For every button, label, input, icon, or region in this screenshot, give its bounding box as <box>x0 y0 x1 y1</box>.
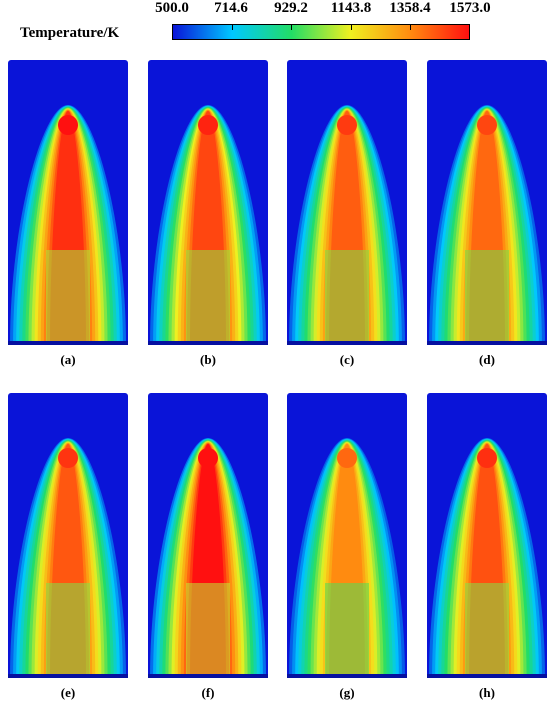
contour-panel-g <box>287 393 407 678</box>
contour-plot <box>427 393 547 678</box>
colorbar-tick-label: 929.2 <box>274 0 308 16</box>
panel-base-strip <box>287 674 407 678</box>
plume-lower-core <box>46 583 90 678</box>
panel-label-h: (h) <box>479 685 495 700</box>
colorbar-tick-label: 714.6 <box>214 0 248 16</box>
plume-lower-core <box>465 250 509 345</box>
hot-spot <box>477 448 497 468</box>
plume-lower-core <box>325 583 369 678</box>
panel-base-strip <box>287 341 407 345</box>
plume-lower-core <box>186 583 230 678</box>
panel-base-strip <box>148 674 268 678</box>
colorbar-tick-label: 500.0 <box>155 0 189 16</box>
hot-spot <box>337 448 357 468</box>
hot-spot <box>337 115 357 135</box>
contour-plot <box>8 393 128 678</box>
contour-plot <box>427 60 547 345</box>
plume-lower-core <box>465 583 509 678</box>
panel-base-strip <box>8 674 128 678</box>
panel-base-strip <box>8 341 128 345</box>
colorbar-tick <box>232 25 233 30</box>
plume-lower-core <box>186 250 230 345</box>
contour-panel-f <box>148 393 268 678</box>
hot-spot <box>58 115 78 135</box>
colorbar-tick-label: 1358.4 <box>389 0 431 16</box>
colorbar-tick-label: 1573.0 <box>449 0 491 16</box>
contour-panel-c <box>287 60 407 345</box>
hot-spot <box>58 448 78 468</box>
plume-lower-core <box>325 250 369 345</box>
hot-spot <box>477 115 497 135</box>
colorbar-title: Temperature/K <box>20 25 120 41</box>
temperature-colorbar <box>172 24 470 40</box>
contour-plot <box>8 60 128 345</box>
colorbar-tick <box>351 25 352 30</box>
panel-label-e: (e) <box>60 685 76 700</box>
contour-panel-b <box>148 60 268 345</box>
contour-plot <box>148 60 268 345</box>
panel-base-strip <box>148 341 268 345</box>
panel-base-strip <box>427 674 547 678</box>
hot-spot <box>198 115 218 135</box>
contour-plot <box>287 60 407 345</box>
contour-plot <box>287 393 407 678</box>
contour-panel-e <box>8 393 128 678</box>
colorbar-tick <box>410 25 411 30</box>
colorbar-tick-label: 1143.8 <box>330 0 372 16</box>
hot-spot <box>198 448 218 468</box>
panel-label-a: (a) <box>60 352 76 367</box>
panel-label-f: (f) <box>201 685 215 700</box>
panel-label-b: (b) <box>200 352 216 367</box>
colorbar-tick <box>291 25 292 30</box>
plume-lower-core <box>46 250 90 345</box>
panel-base-strip <box>427 341 547 345</box>
contour-panel-d <box>427 60 547 345</box>
panel-label-c: (c) <box>339 352 355 367</box>
panel-label-d: (d) <box>479 352 495 367</box>
panel-label-g: (g) <box>339 685 355 700</box>
contour-panel-h <box>427 393 547 678</box>
contour-plot <box>148 393 268 678</box>
contour-panel-a <box>8 60 128 345</box>
